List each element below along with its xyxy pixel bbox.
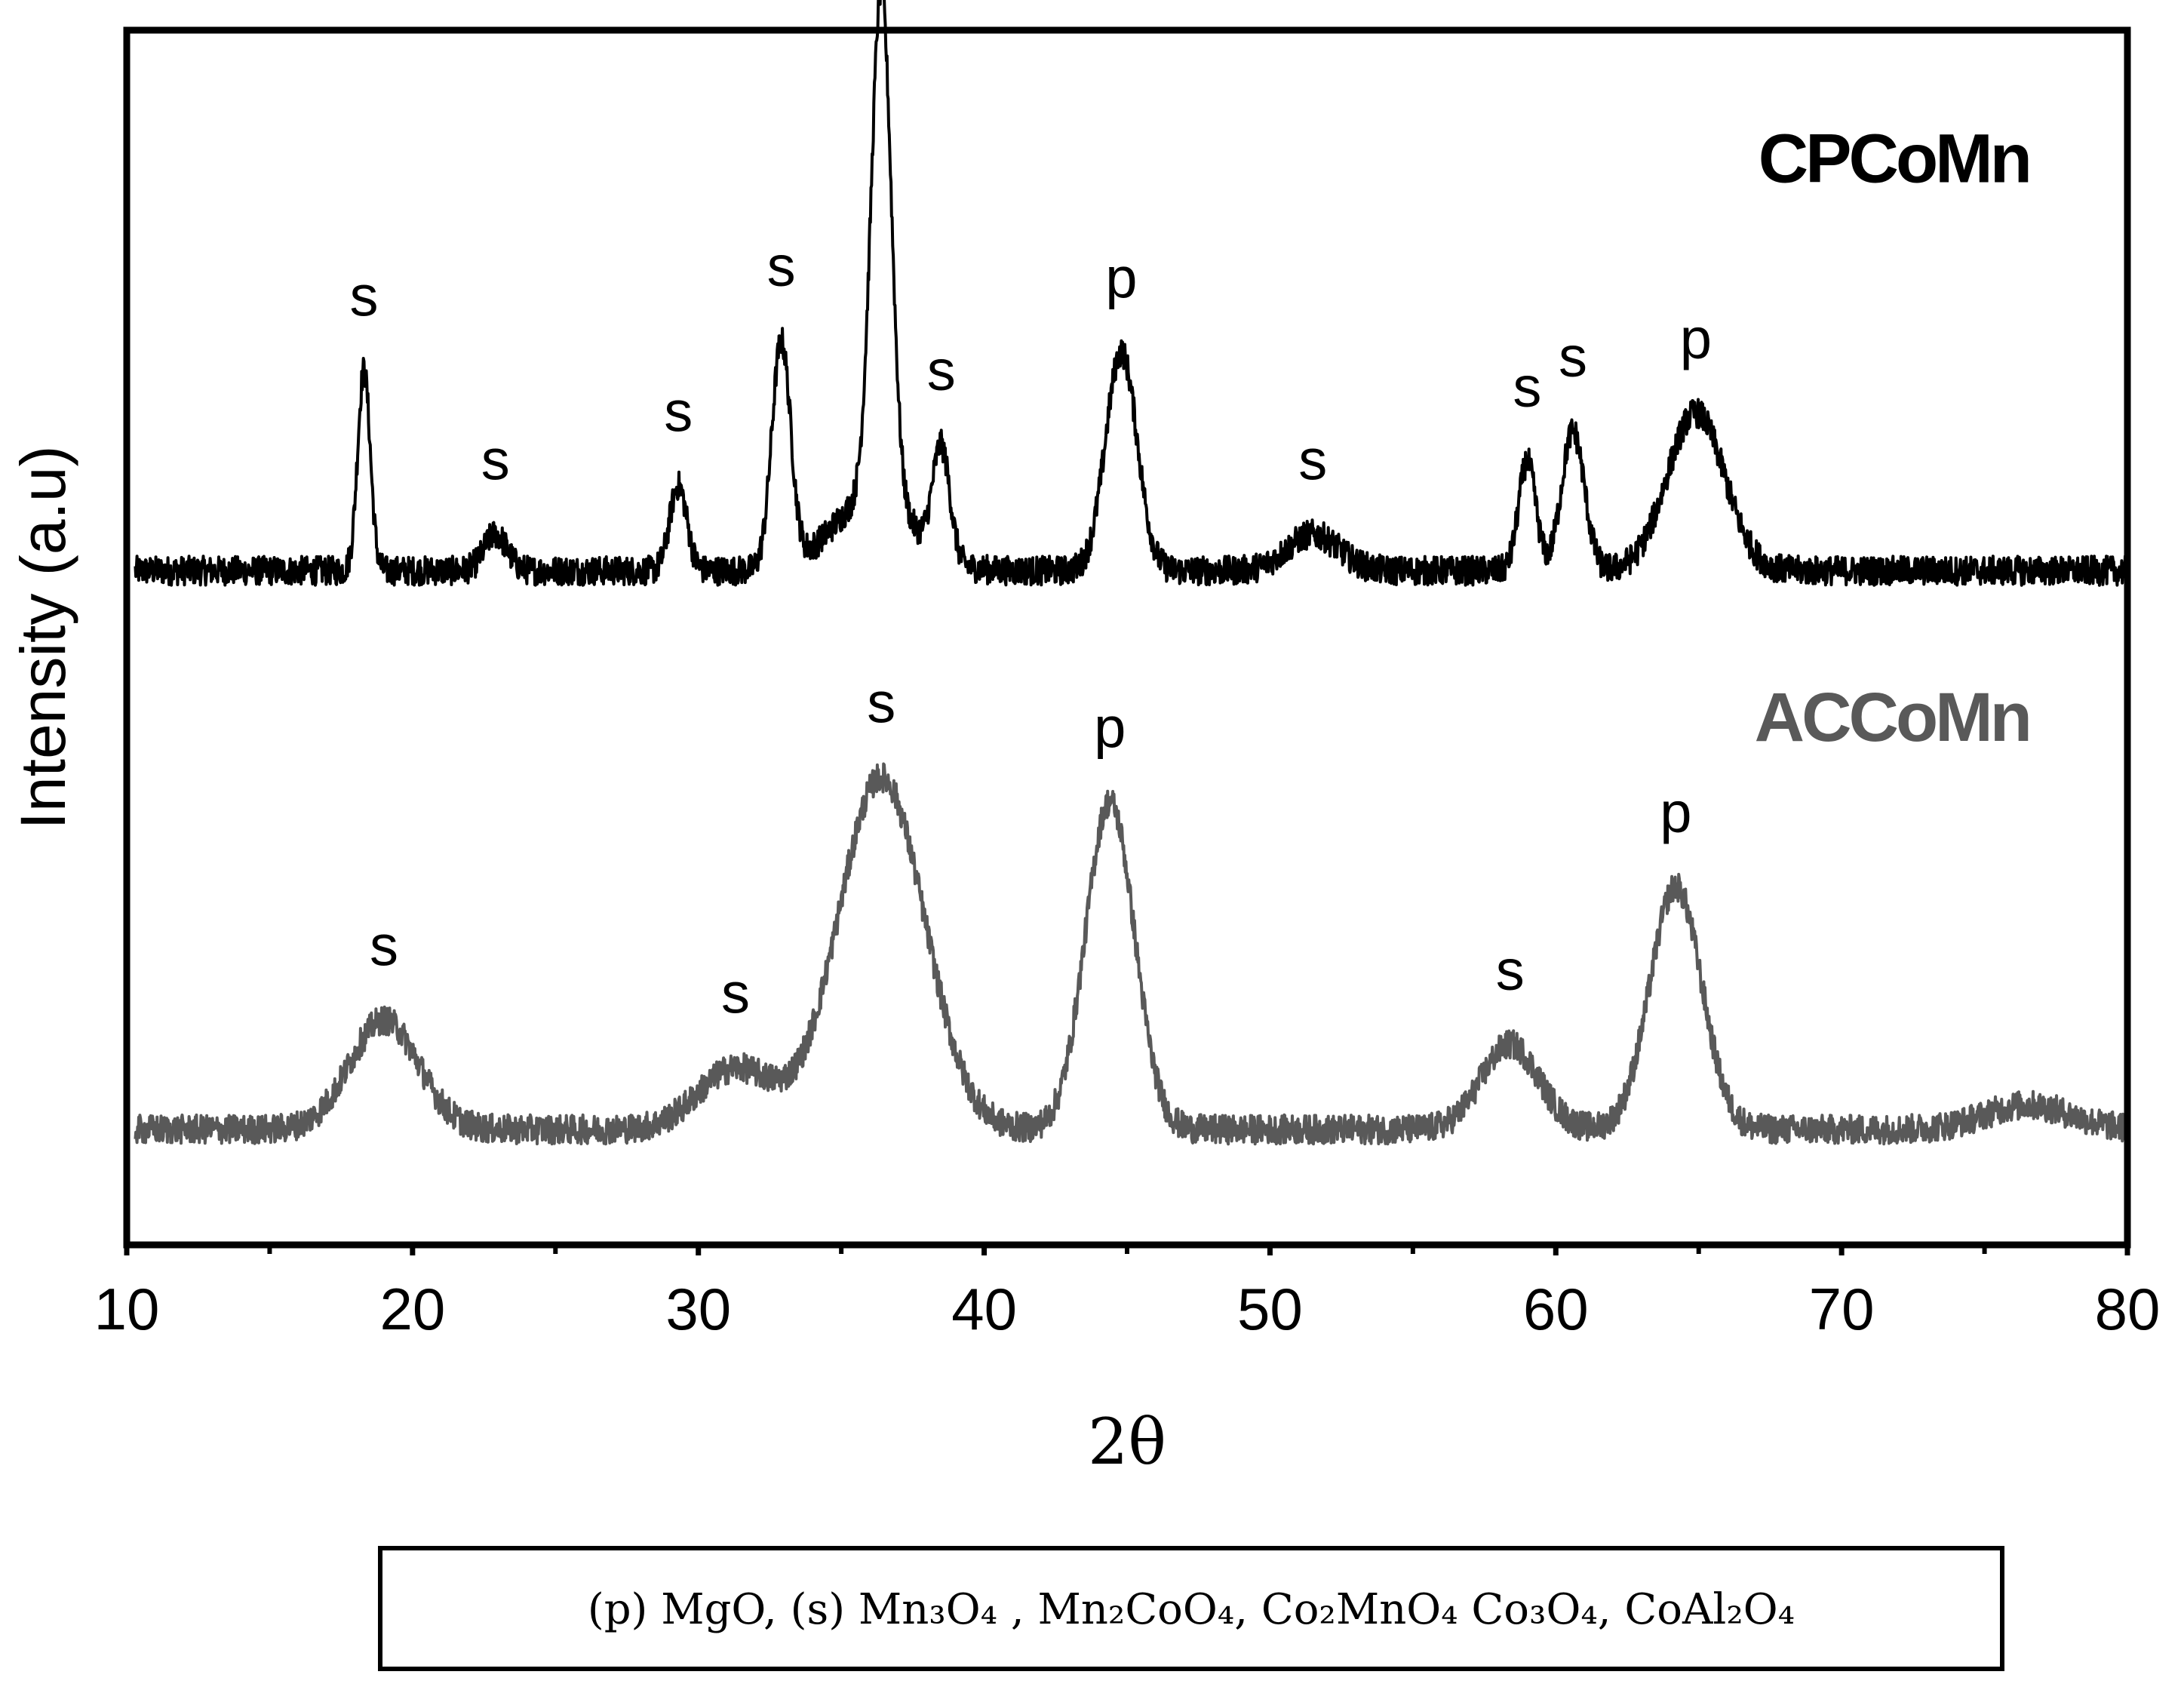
peak-label: p [1105, 246, 1137, 310]
peak-label: p [1680, 307, 1712, 371]
peak-label: s [370, 914, 398, 979]
tick-layer: 10 20 30 40 50 60 70 80 [94, 1245, 2161, 1342]
peak-label: s [927, 339, 956, 403]
peak-label: s [1496, 939, 1525, 1003]
series-name-CPCoMn: CPCoMn [1759, 120, 2029, 197]
peak-label: s [481, 429, 510, 493]
x-axis-title: 2θ [1088, 1405, 1166, 1479]
series-layer [134, 0, 2129, 1146]
peak-label: s [664, 379, 693, 444]
series-line-CPCoMn [134, 0, 2129, 587]
x-tick-label: 50 [1237, 1276, 1303, 1342]
peak-label: s [721, 962, 750, 1026]
legend-text: (p) MgO, (s) Mn₃O₄ , Mn₂CoO₄, Co₂MnO₄ Co… [588, 1585, 1795, 1634]
peak-label: s [1298, 429, 1327, 493]
plot-frame [123, 26, 2131, 1249]
y-axis-title: Intensity (a.u) [8, 446, 78, 830]
peak-label: p [1094, 696, 1126, 760]
series-name-layer: CPCoMn ACCoMn [1755, 120, 2032, 756]
x-tick-label: 80 [2095, 1276, 2161, 1342]
series-line-ACCoMn [134, 762, 2129, 1146]
peak-label: s [767, 235, 796, 299]
peak-label-layer: sssssspssspssspsp [350, 235, 1712, 1026]
series-name-ACCoMn: ACCoMn [1755, 679, 2029, 756]
x-tick-label: 30 [665, 1276, 731, 1342]
peak-label: s [867, 671, 895, 736]
peak-label: p [1660, 781, 1691, 845]
x-tick-label: 70 [1809, 1276, 1875, 1342]
x-tick-label: 10 [94, 1276, 160, 1342]
x-tick-label: 40 [951, 1276, 1017, 1342]
peak-label: s [1513, 355, 1541, 419]
peak-label: s [350, 264, 379, 328]
peak-label: s [1559, 325, 1587, 389]
x-tick-label: 60 [1523, 1276, 1589, 1342]
legend-box [378, 1546, 2004, 1671]
x-tick-label: 20 [379, 1276, 445, 1342]
